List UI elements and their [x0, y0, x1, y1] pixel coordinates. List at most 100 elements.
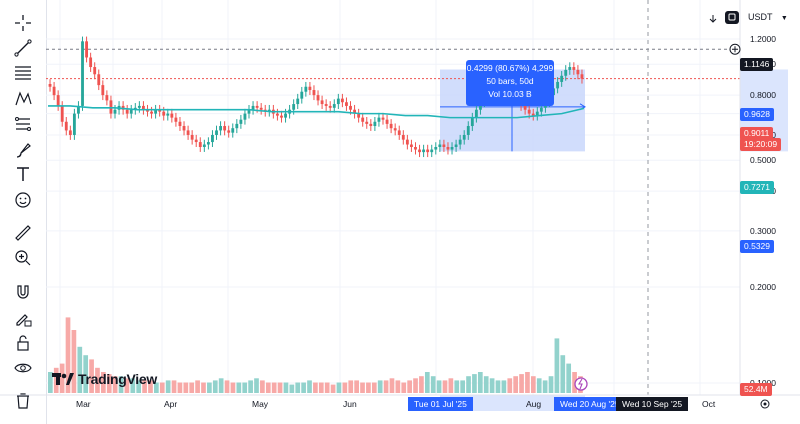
candle-body	[426, 149, 430, 153]
candle-body	[535, 111, 539, 116]
candle-body	[564, 69, 568, 76]
candle-body	[97, 74, 101, 86]
volume-bar	[360, 382, 365, 393]
magnet-icon	[17, 285, 29, 299]
volume-bar	[301, 382, 306, 393]
time-scale-range-highlight	[440, 395, 585, 411]
candle-body	[81, 41, 84, 106]
candle-body	[231, 128, 235, 133]
volume-bar	[424, 372, 430, 393]
candle-body	[89, 57, 93, 68]
candle-body	[284, 113, 287, 118]
volume-bar	[489, 378, 495, 393]
candle-body	[227, 130, 231, 133]
price-axis-label: 0.5000	[750, 155, 776, 165]
currency-selector[interactable]: USDT ▼	[748, 12, 788, 22]
brush-icon	[16, 143, 31, 158]
volume-bar	[201, 382, 206, 393]
candle-body	[377, 117, 381, 122]
volume-bar	[442, 380, 448, 393]
volume-bar	[159, 382, 165, 393]
candle-body	[474, 109, 478, 118]
eye-tool[interactable]	[8, 357, 38, 379]
long-position-tool[interactable]	[8, 113, 38, 135]
chevron-down-icon: ▼	[780, 15, 788, 22]
volume-bar	[318, 382, 324, 393]
logo-text: TradingView	[78, 371, 157, 387]
volume-bar	[171, 380, 177, 393]
volume-bar	[224, 380, 230, 393]
candle-body	[369, 123, 373, 127]
screenshot-icon	[725, 11, 739, 24]
lock-drawing-icon	[16, 314, 32, 327]
volume-bar	[419, 376, 424, 393]
volume-bar	[395, 380, 401, 393]
candle-body	[414, 147, 417, 150]
volume-bar	[65, 317, 71, 393]
candle-body	[454, 144, 458, 148]
volume-bar	[277, 382, 283, 393]
time-axis-label: May	[252, 399, 269, 409]
range-low-tag: 0.5329	[740, 240, 774, 253]
volume-bar	[71, 330, 77, 393]
volume-bar	[472, 374, 477, 393]
measure-tooltip: 0.4299 (80.67%) 4,299 50 bars, 50d Vol 1…	[466, 60, 554, 106]
volume-bar	[212, 380, 218, 393]
volume-bar	[371, 382, 377, 393]
time-axis-label: Jun	[343, 399, 357, 409]
trend-line-tool[interactable]	[8, 37, 38, 59]
last-price-tag: 0.9011	[740, 127, 774, 140]
candle-body	[77, 105, 80, 114]
candle-body	[373, 121, 377, 127]
candle-body	[215, 130, 218, 135]
lock-icon	[17, 335, 29, 351]
candle-body	[259, 107, 263, 110]
lock-drawing-tool[interactable]	[8, 307, 38, 329]
ma-value-tag: 0.7271	[740, 181, 774, 194]
candle-body	[365, 121, 369, 124]
candle-body	[527, 109, 531, 114]
magnet-tool[interactable]	[8, 282, 38, 304]
volume-bar	[207, 382, 212, 393]
volume-bars	[48, 317, 583, 393]
time-axis-label: Aug	[526, 399, 541, 409]
zoom-in-tool[interactable]	[8, 247, 38, 269]
volume-bar	[554, 338, 560, 393]
volume-bar	[112, 376, 118, 393]
brush-tool[interactable]	[8, 139, 38, 161]
ruler-icon	[15, 225, 31, 241]
crosshair-tool[interactable]	[8, 12, 38, 34]
candle-body	[178, 121, 182, 127]
volume-bar	[507, 378, 513, 393]
candle-body	[68, 130, 72, 135]
fib-retracement-icon	[15, 66, 31, 80]
candle-body	[56, 95, 60, 106]
candle-body	[296, 98, 300, 105]
xabcd-pattern-tool[interactable]	[8, 88, 38, 110]
candle-body	[276, 113, 279, 116]
lock-tool[interactable]	[8, 332, 38, 354]
ruler-tool[interactable]	[8, 222, 38, 244]
candle-body	[434, 147, 438, 150]
volume-bar	[236, 382, 242, 393]
candle-body	[353, 109, 356, 114]
candle-body	[442, 144, 446, 148]
crosshair-icon	[15, 15, 31, 31]
candle-body	[292, 104, 296, 110]
text-tool[interactable]	[8, 163, 38, 185]
candle-body	[568, 67, 572, 70]
volume-bar	[177, 382, 183, 393]
volume-bar	[307, 380, 312, 393]
emoji-tool[interactable]	[8, 189, 38, 211]
volume-bar	[260, 380, 265, 393]
volume-bar	[466, 376, 471, 393]
candle-body	[361, 117, 365, 122]
fib-retracement-tool[interactable]	[8, 62, 38, 84]
candle-body	[101, 85, 105, 96]
candle-body	[523, 105, 527, 110]
long-position-icon	[15, 117, 31, 131]
volume-bar	[389, 378, 395, 393]
volume-bar	[436, 380, 442, 393]
candle-body	[450, 147, 454, 150]
